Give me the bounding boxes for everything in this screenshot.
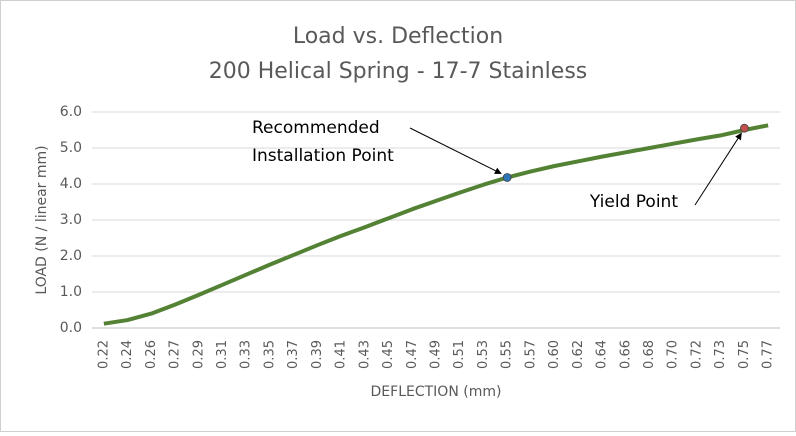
annotation: Yield Point — [589, 192, 678, 212]
chart-subtitle: 200 Helical Spring - 17-7 Stainless — [209, 59, 588, 84]
y-tick-label: 5.0 — [60, 140, 82, 156]
chart-title: Load vs. Deflection — [293, 24, 503, 49]
x-tick-label: 0.73 — [713, 340, 728, 369]
x-tick-label: 0.37 — [286, 340, 301, 369]
x-tick-label: 0.47 — [405, 340, 420, 369]
x-tick-label: 0.31 — [215, 340, 230, 369]
x-tick-label: 0.77 — [761, 340, 776, 369]
x-tick-label: 0.41 — [334, 340, 349, 369]
x-tick-label: 0.33 — [239, 340, 254, 369]
x-tick-label: 0.60 — [547, 340, 562, 369]
y-tick-label: 2.0 — [60, 248, 82, 264]
y-tick-label: 3.0 — [60, 212, 82, 228]
x-tick-label: 0.72 — [689, 340, 704, 369]
x-tick-label: 0.75 — [737, 340, 752, 369]
y-axis-title: LOAD (N / linear mm) — [34, 145, 50, 294]
line-series — [103, 123, 769, 326]
grid: 0.0 1.0 2.0 3.0 4.0 5.0 6.0 0.22 0.24 0.26 0.27 0.2… — [60, 104, 780, 369]
x-tick-label: 0.43 — [357, 340, 372, 369]
x-tick-label: 0.70 — [666, 340, 681, 369]
x-tick-label: 0.62 — [571, 340, 586, 369]
plot: Recommended Installation Point Yield Point — [103, 118, 769, 326]
highlight-point — [502, 173, 512, 182]
x-tick-label: 0.49 — [429, 340, 444, 369]
x-tick-label: 0.27 — [168, 340, 183, 369]
x-tick-label: 0.53 — [476, 340, 491, 369]
annotation: Recommended Installation Point — [252, 118, 394, 166]
y-tick-label: 4.0 — [60, 176, 82, 192]
x-tick-label: 0.45 — [381, 340, 396, 369]
y-tick-label: 1.0 — [60, 284, 82, 300]
y-tick-label: 0.0 — [60, 320, 82, 336]
x-tick-label: 0.64 — [595, 340, 610, 369]
x-tick-label: 0.51 — [452, 340, 467, 369]
x-tick-label: 0.39 — [310, 340, 325, 369]
x-tick-label: 0.57 — [523, 340, 538, 369]
annotation-arrow — [694, 132, 742, 206]
x-tick-label: 0.55 — [500, 340, 515, 369]
x-tick-label: 0.26 — [144, 340, 159, 369]
y-tick-label: 6.0 — [60, 104, 82, 120]
x-tick-label: 0.24 — [120, 340, 135, 369]
x-tick-label: 0.29 — [191, 340, 206, 369]
x-tick-label: 0.22 — [96, 340, 111, 369]
annotation-arrow — [409, 127, 502, 174]
x-tick-label: 0.66 — [618, 340, 633, 369]
x-tick-label: 0.35 — [262, 340, 277, 369]
x-tick-label: 0.68 — [642, 340, 657, 369]
highlight-point — [740, 123, 749, 133]
x-axis-title: DEFLECTION (mm) — [371, 384, 502, 400]
